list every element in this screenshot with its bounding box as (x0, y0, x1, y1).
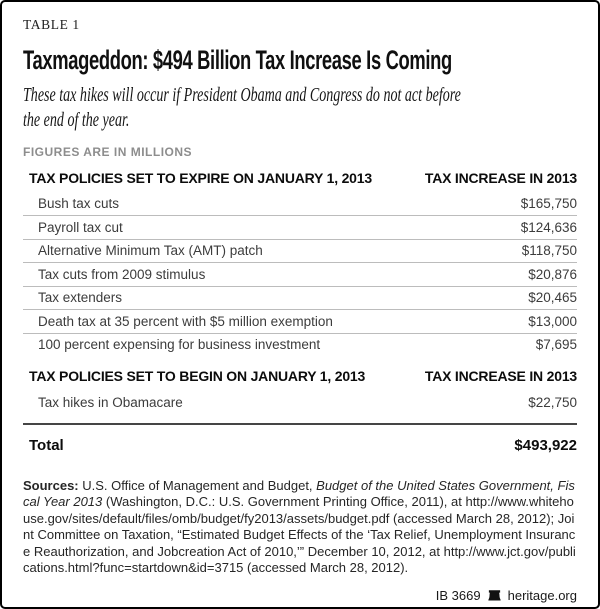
row-value: $7,695 (535, 337, 577, 353)
document-id: IB 3669 (435, 587, 481, 603)
total-row: Total $493,922 (23, 425, 577, 454)
table-row: Tax extenders $20,465 (23, 287, 577, 311)
row-label: Tax hikes in Obamacare (38, 394, 183, 410)
total-value: $493,922 (514, 436, 577, 454)
row-value: $124,636 (520, 219, 577, 235)
section-header-begin: TAX POLICIES SET TO BEGIN ON JANUARY 1, … (23, 368, 577, 391)
page-title: Taxmageddon: $494 Billion Tax Increase I… (23, 45, 452, 75)
row-label: Tax extenders (38, 290, 123, 306)
row-value: $20,876 (528, 266, 577, 282)
section-header-value: TAX INCREASE IN 2013 (424, 169, 577, 186)
row-value: $118,750 (521, 243, 577, 259)
section-header-label: TAX POLICIES SET TO BEGIN ON JANUARY 1, … (29, 368, 366, 385)
publisher-site: heritage.org (507, 587, 577, 603)
sources-note: Sources: U.S. Office of Management and B… (23, 478, 577, 577)
row-label: 100 percent expensing for business inves… (38, 337, 321, 353)
table-row: Tax hikes in Obamacare $22,750 (23, 391, 577, 414)
subtitle: These tax hikes will occur if President … (23, 85, 461, 132)
row-value: $20,465 (528, 290, 577, 306)
section-header-label: TAX POLICIES SET TO EXPIRE ON JANUARY 1,… (29, 169, 372, 186)
table-row: 100 percent expensing for business inves… (23, 334, 577, 357)
footer: IB 3669 heritage.org (23, 588, 577, 603)
table-row: Tax cuts from 2009 stimulus $20,876 (23, 263, 577, 287)
title-row: Taxmageddon: $494 Billion Tax Increase I… (23, 45, 577, 75)
row-value: $13,000 (528, 313, 577, 329)
sources-label: Sources: (23, 477, 83, 493)
sources-text: U.S. Office of Management and Budget, (82, 477, 317, 493)
sources-text: (Washington, D.C.: U.S. Government Print… (23, 494, 576, 576)
total-divider-rule (23, 422, 577, 425)
units-note: FIGURES ARE IN MILLIONS (23, 144, 193, 159)
total-label: Total (29, 436, 64, 454)
table-row: Payroll tax cut $124,636 (23, 216, 577, 240)
section-header-value: TAX INCREASE IN 2013 (424, 368, 577, 385)
row-label: Alternative Minimum Tax (AMT) patch (38, 243, 263, 259)
table-row: Bush tax cuts $165,750 (23, 193, 577, 217)
liberty-bell-icon (487, 588, 502, 603)
table-row: Death tax at 35 percent with $5 million … (23, 310, 577, 334)
row-label: Death tax at 35 percent with $5 million … (38, 313, 333, 329)
row-value: $22,750 (528, 394, 577, 410)
row-label: Tax cuts from 2009 stimulus (38, 266, 206, 282)
section-header-expire: TAX POLICIES SET TO EXPIRE ON JANUARY 1,… (23, 170, 577, 193)
row-label: Bush tax cuts (38, 196, 120, 212)
table-row: Alternative Minimum Tax (AMT) patch $118… (23, 240, 577, 264)
row-label: Payroll tax cut (38, 219, 123, 235)
sources-cited-title: Budget of the United States Government, … (23, 477, 575, 510)
row-value: $165,750 (520, 196, 577, 212)
table-number-label: TABLE 1 (23, 17, 80, 32)
